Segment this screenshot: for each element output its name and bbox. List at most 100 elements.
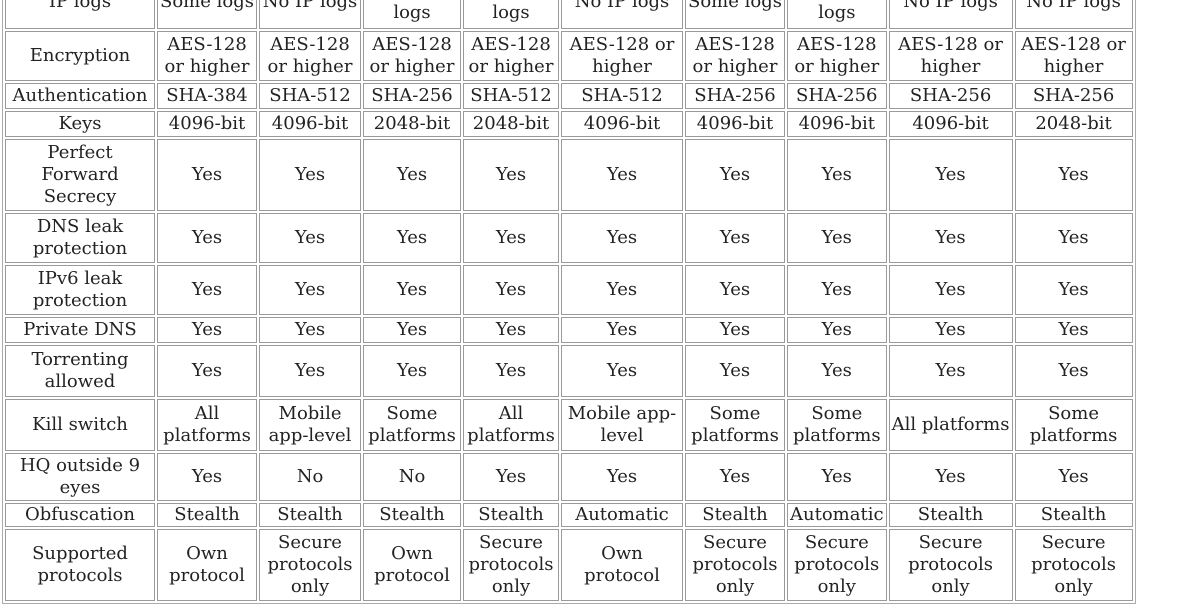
table-row: HQ outside 9 eyes Yes No No Yes Yes Yes Yes Yes Y… xyxy=(5,453,1133,501)
table-cell: 4096-bit xyxy=(685,111,785,137)
table-row: Encryption AES-128 or higher AES-128 or hi… xyxy=(5,31,1133,81)
table-cell: Stealth xyxy=(888,503,1013,527)
table-cell: Stealth xyxy=(157,503,257,527)
table-row: DNS leak protection Yes Yes Yes Yes Yes Yes Yes… xyxy=(5,213,1133,263)
table-cell: Some platforms xyxy=(787,399,887,451)
row-label: Encryption xyxy=(5,31,155,81)
table-cell: Yes xyxy=(685,345,785,397)
table-cell: Mobile app-level xyxy=(259,399,361,451)
row-label: Private DNS xyxy=(5,317,155,343)
table-cell: Yes xyxy=(888,453,1013,501)
table-row: Perfect Forward Secrecy Yes Yes Yes Yes Yes Ye… xyxy=(5,139,1133,211)
table-cell: SHA-256 xyxy=(1014,83,1133,109)
table-cell: No IP logs xyxy=(259,0,361,29)
table-cell: Yes xyxy=(157,213,257,263)
table-cell: Some platforms xyxy=(1014,399,1133,451)
table-cell: Yes xyxy=(463,453,559,501)
row-label: DNS leak protection xyxy=(5,213,155,263)
table-row: IPv6 leak protection Yes Yes Yes Yes Yes Yes Ye… xyxy=(5,265,1133,315)
table-cell: Some platforms xyxy=(685,399,785,451)
table-cell: Yes xyxy=(685,317,785,343)
table-cell: Yes xyxy=(463,213,559,263)
table-cell: AES-128 or higher xyxy=(888,31,1013,81)
table-cell: Yes xyxy=(1014,213,1133,263)
table-cell: SHA-512 xyxy=(561,83,683,109)
table-cell: Yes xyxy=(888,265,1013,315)
table-cell: 4096-bit xyxy=(157,111,257,137)
table-cell: Yes xyxy=(463,139,559,211)
table-cell: No xyxy=(363,453,461,501)
table-cell: Yes xyxy=(685,139,785,211)
table-cell: Yes xyxy=(685,265,785,315)
table-cell: Yes xyxy=(259,345,361,397)
table-row: Kill switch All platforms Mobile app-level… xyxy=(5,399,1133,451)
row-label: HQ outside 9 eyes xyxy=(5,453,155,501)
table-cell: Yes xyxy=(157,317,257,343)
table-cell: Secure protocols only xyxy=(1014,529,1133,601)
table-cell: Secure protocols only xyxy=(259,529,361,601)
table-cell: Yes xyxy=(1014,317,1133,343)
table-cell: Stealth xyxy=(685,503,785,527)
table-cell: Yes xyxy=(463,265,559,315)
table-cell: Yes xyxy=(463,345,559,397)
table-cell: AES-128 or higher xyxy=(363,31,461,81)
table-cell: No xyxy=(259,453,361,501)
table-cell: Secure protocols only xyxy=(787,529,887,601)
table-cell: Yes xyxy=(259,317,361,343)
table-cell: 2048-bit xyxy=(463,111,559,137)
table-cell: Yes xyxy=(363,213,461,263)
table-cell: Yes xyxy=(561,265,683,315)
table-row: Keys 4096-bit 4096-bit 2048-bit 2048-bit 4096… xyxy=(5,111,1133,137)
row-label: Kill switch xyxy=(5,399,155,451)
table-cell: Yes xyxy=(787,345,887,397)
table-cell: Yes xyxy=(259,139,361,211)
table-row: Obfuscation Stealth Stealth Stealth Stealth A… xyxy=(5,503,1133,527)
table-cell: 4096-bit xyxy=(787,111,887,137)
table-cell: AES-128 or higher xyxy=(787,31,887,81)
table-cell: Yes xyxy=(1014,139,1133,211)
table-cell: Yes xyxy=(157,265,257,315)
row-label: Obfuscation xyxy=(5,503,155,527)
row-label: IPv6 leak protection xyxy=(5,265,155,315)
table-cell: Secure protocols only xyxy=(463,529,559,601)
table-cell: 4096-bit xyxy=(259,111,361,137)
table-cell: AES-128 or higher xyxy=(259,31,361,81)
table-cell: No IP logs xyxy=(1014,0,1133,29)
table-cell: Some logs xyxy=(685,0,785,29)
table-cell: Automatic xyxy=(561,503,683,527)
table-cell: SHA-256 xyxy=(888,83,1013,109)
table-cell: All platforms xyxy=(888,399,1013,451)
row-label: IP logs xyxy=(5,0,155,29)
table-cell: SHA-256 xyxy=(787,83,887,109)
table-cell: No IP logs xyxy=(888,0,1013,29)
table-row: Torrenting allowed Yes Yes Yes Yes Yes Yes Yes Y… xyxy=(5,345,1133,397)
table-cell: No IP logs xyxy=(787,0,887,29)
table-cell: Yes xyxy=(363,265,461,315)
table-cell: AES-128 or higher xyxy=(685,31,785,81)
table-cell: Yes xyxy=(787,453,887,501)
table-cell: AES-128 or higher xyxy=(157,31,257,81)
table-cell: Yes xyxy=(888,213,1013,263)
table-cell: Yes xyxy=(157,345,257,397)
table-cell: Yes xyxy=(888,317,1013,343)
table-cell: Some logs xyxy=(363,0,461,29)
table-cell: Yes xyxy=(363,139,461,211)
table-cell: 2048-bit xyxy=(363,111,461,137)
table-cell: Yes xyxy=(561,345,683,397)
table-cell: AES-128 or higher xyxy=(561,31,683,81)
table-cell: Yes xyxy=(463,317,559,343)
table-cell: SHA-512 xyxy=(259,83,361,109)
table-cell: 4096-bit xyxy=(561,111,683,137)
table-cell: Yes xyxy=(1014,265,1133,315)
table-cell: Automatic xyxy=(787,503,887,527)
table-cell: SHA-384 xyxy=(157,83,257,109)
row-label: Perfect Forward Secrecy xyxy=(5,139,155,211)
table-cell: Yes xyxy=(363,345,461,397)
table-cell: Yes xyxy=(561,317,683,343)
table-cell: Yes xyxy=(1014,453,1133,501)
table-cell: Yes xyxy=(1014,345,1133,397)
table-cell: Some logs xyxy=(463,0,559,29)
